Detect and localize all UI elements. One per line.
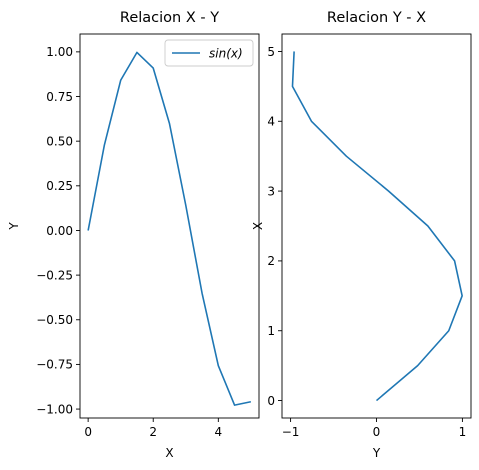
chart-title: Relacion Y - X: [327, 10, 426, 26]
y-tick-label: −1.00: [36, 402, 73, 416]
y-tick-label: 1: [267, 324, 275, 338]
y-tick-label: 1.00: [46, 45, 73, 59]
series-line-1: [87, 51, 252, 406]
y-tick-label: 0: [267, 394, 275, 408]
plot-frame: [281, 33, 472, 419]
plot-frame: [79, 33, 260, 419]
y-tick-label: 0.50: [46, 134, 73, 148]
y-tick-label: −0.50: [36, 313, 73, 327]
legend-box: [164, 39, 254, 67]
x-tick-label: 4: [214, 425, 222, 439]
x-tick-label: 0: [373, 425, 381, 439]
y-tick-label: −0.75: [36, 358, 73, 372]
y-axis-label: X: [251, 222, 265, 230]
x-axis-label: X: [165, 446, 173, 460]
y-tick-label: 5: [267, 45, 275, 59]
y-tick-label: 0.00: [46, 224, 73, 238]
y-tick-label: 0.75: [46, 90, 73, 104]
chart-1: 0 2 4 −1.00 −0.75 −0.50 −0.25 0.00 0.25 0.50 0.75 1…: [7, 10, 260, 460]
x-axis-label: Y: [372, 446, 381, 460]
y-tick-label: 2: [267, 254, 275, 268]
x-tick-label: −1: [282, 425, 300, 439]
y-tick-label: 3: [267, 184, 275, 198]
y-tick-label: 0.25: [46, 179, 73, 193]
y-tick-label: −0.25: [36, 268, 73, 282]
chart-title: Relacion X - Y: [120, 10, 219, 26]
y-axis-label: Y: [7, 222, 21, 231]
x-tick-label: 2: [149, 425, 157, 439]
legend: sin(x): [164, 39, 254, 67]
x-tick-label: 0: [84, 425, 92, 439]
series-line-1: [291, 51, 463, 402]
legend-entry-label: sin(x): [209, 46, 243, 60]
chart-2: −1 0 1 0 1 2 3 4 5 Relacion Y - X Y X: [251, 10, 472, 460]
y-tick-label: 4: [267, 115, 275, 129]
x-tick-label: 1: [459, 425, 467, 439]
